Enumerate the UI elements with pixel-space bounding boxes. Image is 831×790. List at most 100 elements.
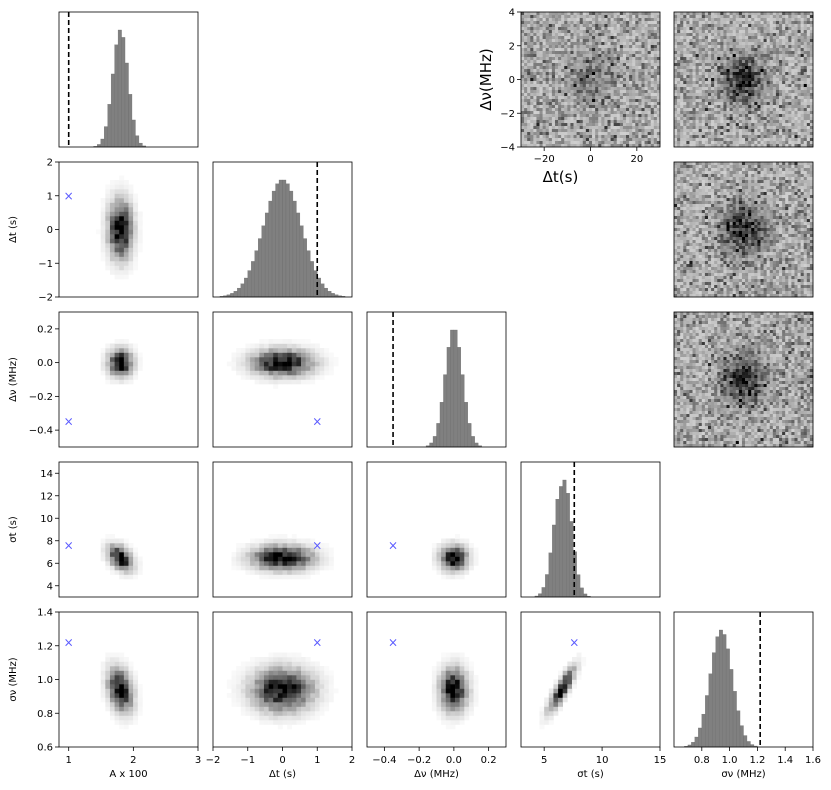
noise-cell	[653, 27, 658, 31]
noise-cell	[754, 99, 758, 103]
noise-cell	[613, 75, 618, 79]
noise-cell	[698, 42, 703, 46]
noise-cell	[707, 129, 712, 133]
noise-cell	[656, 135, 661, 139]
noise-cell	[650, 129, 655, 133]
noise-cell	[616, 81, 621, 85]
noise-cell	[545, 87, 550, 91]
noise-cell	[613, 105, 618, 109]
density-cell	[250, 552, 255, 557]
noise-cell	[686, 84, 690, 88]
noise-cell	[674, 96, 678, 100]
noise-cell	[564, 93, 568, 97]
density-cell	[567, 666, 573, 671]
noise-cell	[626, 42, 630, 46]
noise-cell	[616, 60, 621, 64]
noise-cell	[720, 111, 724, 115]
noise-cell	[539, 63, 543, 67]
noise-cell	[677, 72, 681, 76]
noise-cell	[564, 30, 568, 34]
hist-bar	[694, 736, 699, 748]
density-cell	[459, 679, 465, 685]
noise-cell	[760, 102, 764, 106]
noise-cell	[714, 21, 718, 25]
noise-cell	[542, 42, 547, 46]
noise-cell	[588, 39, 593, 43]
hist-bar	[579, 587, 584, 598]
noise-cell	[533, 30, 537, 34]
density-cell	[137, 711, 143, 716]
noise-cell	[683, 69, 687, 73]
density-cell	[287, 702, 293, 707]
noise-cell	[680, 78, 684, 82]
noise-cell	[748, 96, 752, 100]
noise-cell	[695, 69, 700, 73]
noise-cell	[656, 90, 661, 94]
density-cell	[119, 711, 125, 716]
noise-cell	[548, 78, 553, 82]
density-cell	[310, 343, 316, 349]
noise-cell	[723, 48, 727, 52]
noise-cell	[536, 90, 540, 94]
hist-bar	[443, 374, 448, 448]
noise-cell	[638, 84, 642, 88]
noise-cell	[732, 24, 737, 28]
density-cell	[119, 538, 125, 544]
noise-cell	[536, 138, 540, 142]
noise-cell	[595, 93, 599, 97]
y-tick-label: 0.2	[37, 324, 53, 335]
density-cell	[314, 570, 320, 575]
noise-cell	[595, 114, 599, 118]
noise-cell	[653, 69, 658, 73]
density-cell	[109, 534, 115, 539]
noise-cell	[735, 54, 740, 58]
density-cell	[310, 715, 316, 721]
noise-cell	[576, 30, 580, 34]
noise-cell	[521, 135, 525, 139]
noise-cell	[695, 27, 700, 31]
noise-cell	[757, 54, 761, 58]
noise-cell	[763, 30, 767, 34]
density-cell	[305, 375, 311, 380]
noise-cell	[570, 27, 574, 31]
density-cell	[277, 720, 283, 725]
noise-cell	[683, 39, 687, 43]
noise-cell	[638, 66, 642, 70]
noise-cell	[613, 120, 618, 124]
density-cell	[105, 370, 111, 376]
noise-cell	[677, 135, 681, 139]
noise-cell	[656, 84, 661, 88]
density-cell	[305, 702, 311, 707]
density-cell	[119, 198, 125, 203]
density-cell	[282, 688, 288, 694]
noise-cell	[674, 108, 678, 112]
noise-cell	[751, 81, 755, 85]
noise-cell	[629, 63, 633, 67]
noise-cell	[554, 66, 559, 70]
noise-cell	[524, 93, 528, 97]
noise-cell	[748, 144, 752, 148]
noise-cell	[692, 120, 696, 124]
noise-cell	[757, 63, 761, 67]
noise-cell	[689, 99, 693, 103]
density-cell	[319, 552, 325, 557]
noise-cell	[677, 108, 681, 112]
density-cell	[328, 693, 334, 698]
density-cell	[128, 225, 134, 230]
noise-cell	[542, 54, 547, 58]
noise-cell	[653, 51, 658, 55]
noise-cell	[570, 18, 574, 22]
noise-cell	[613, 33, 618, 37]
noise-cell	[521, 15, 525, 19]
noise-cell	[635, 120, 639, 124]
noise-cell	[632, 78, 636, 82]
noise-cell	[527, 24, 531, 28]
noise-cell	[533, 66, 537, 70]
noise-cell	[619, 117, 624, 121]
density-cell	[123, 661, 129, 667]
noise-cell	[720, 81, 724, 85]
noise-cell	[551, 114, 556, 118]
noise-cell	[604, 72, 608, 76]
density-cell	[301, 565, 306, 571]
noise-cell	[638, 102, 642, 106]
